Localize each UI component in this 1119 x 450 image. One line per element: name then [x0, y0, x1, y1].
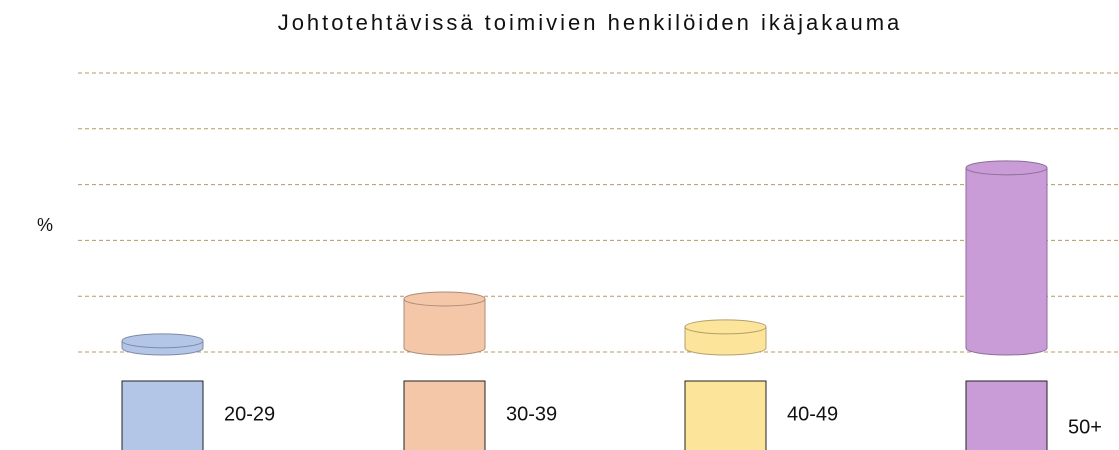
- bar: [121, 333, 204, 356]
- bar-top: [684, 319, 767, 335]
- bar-top: [403, 291, 486, 307]
- legend-swatch: [684, 380, 767, 450]
- bar-top: [121, 333, 204, 349]
- bar: [684, 319, 767, 356]
- bar: [403, 291, 486, 356]
- chart-title: Johtotehtävissä toimivien henkilöiden ik…: [278, 10, 903, 35]
- bar-side: [965, 167, 1048, 356]
- legend-label: 50+: [1068, 416, 1102, 438]
- legend-swatch: [121, 380, 204, 450]
- bar-side: [403, 298, 486, 356]
- bar-side: [684, 326, 767, 356]
- y-axis-label: %: [37, 215, 53, 235]
- legend-label: 30-39: [506, 403, 557, 425]
- bar-top: [965, 160, 1048, 176]
- legend-label: 40-49: [787, 403, 838, 425]
- legend-label: 20-29: [224, 403, 275, 425]
- bar: [965, 160, 1048, 356]
- legend-swatch: [403, 380, 486, 450]
- legend-swatch: [965, 380, 1048, 450]
